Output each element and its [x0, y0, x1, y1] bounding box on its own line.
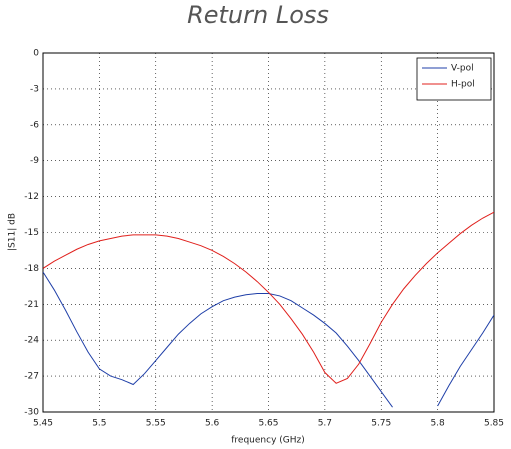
- legend-box: [416, 57, 492, 101]
- plot-area: [42, 52, 495, 413]
- x-tick-label: 5.8: [430, 419, 445, 429]
- x-tick-label: 5.45: [33, 419, 53, 429]
- x-axis-label: frequency (GHz): [231, 436, 305, 446]
- legend-label: V-pol: [451, 64, 474, 74]
- y-tick-label: -18: [24, 264, 39, 274]
- series-line: [43, 271, 494, 408]
- y-tick-label: -12: [24, 192, 39, 202]
- y-axis-label: |S11| dB: [8, 213, 18, 251]
- y-tick-label: -24: [24, 336, 39, 346]
- y-tick-label: -6: [30, 120, 39, 130]
- series-line: [43, 211, 494, 384]
- y-tick-label: -15: [24, 228, 39, 238]
- x-tick-label: 5.6: [205, 419, 220, 429]
- x-tick-label: 5.85: [484, 419, 504, 429]
- y-tick-label: -30: [24, 408, 39, 418]
- legend-label: H-pol: [451, 80, 475, 90]
- y-tick-label: -21: [24, 300, 39, 310]
- x-tick-label: 5.55: [146, 419, 166, 429]
- x-tick-label: 5.5: [92, 419, 106, 429]
- y-tick-label: -27: [24, 372, 39, 382]
- chart-title: Return Loss: [187, 1, 329, 29]
- x-tick-label: 5.65: [258, 419, 278, 429]
- y-tick-label: -3: [30, 84, 39, 94]
- x-tick-label: 5.7: [318, 419, 332, 429]
- x-tick-label: 5.75: [371, 419, 391, 429]
- y-tick-label: 0: [33, 49, 39, 59]
- y-tick-label: -9: [30, 156, 39, 166]
